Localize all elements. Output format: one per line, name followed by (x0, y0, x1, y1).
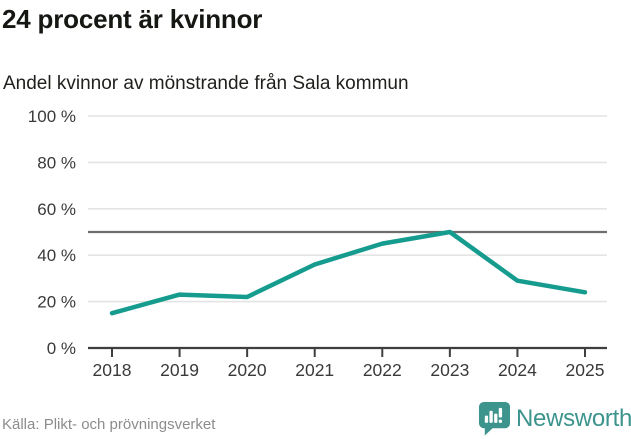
y-tick-label-40: 40 % (37, 246, 76, 265)
chart-subtitle: Andel kvinnor av mönstrande från Sala ko… (3, 73, 409, 94)
x-tick-label-2019: 2019 (160, 360, 199, 380)
y-tick-label-100: 100 % (28, 107, 76, 126)
newsworthy-logo-text: Newsworthy (516, 405, 631, 432)
source-note: Källa: Plikt- och prövningsverket (2, 416, 216, 433)
x-tick-label-2024: 2024 (498, 360, 537, 380)
y-tick-label-80: 80 % (37, 153, 76, 172)
x-tick-label-2025: 2025 (566, 360, 605, 380)
y-tick-label-60: 60 % (37, 200, 76, 219)
newsworthy-logo[interactable]: Newsworthy (478, 401, 631, 436)
x-tick-label-2020: 2020 (228, 360, 267, 380)
x-tick-label-2022: 2022 (363, 360, 402, 380)
y-tick-label-20: 20 % (37, 293, 76, 312)
chart-title: 24 procent är kvinnor (2, 4, 263, 34)
newsworthy-logo-icon (478, 402, 511, 436)
x-tick-label-2021: 2021 (295, 360, 334, 380)
x-tick-label-2023: 2023 (430, 360, 469, 380)
y-tick-label-0: 0 % (47, 339, 76, 358)
data-line-share-women (109, 229, 588, 316)
line-chart: 0 % 20 % 40 % 60 % 80 % 100 % 2018 2019 2020 2021… (28, 107, 607, 380)
x-tick-label-2018: 2018 (93, 360, 132, 380)
